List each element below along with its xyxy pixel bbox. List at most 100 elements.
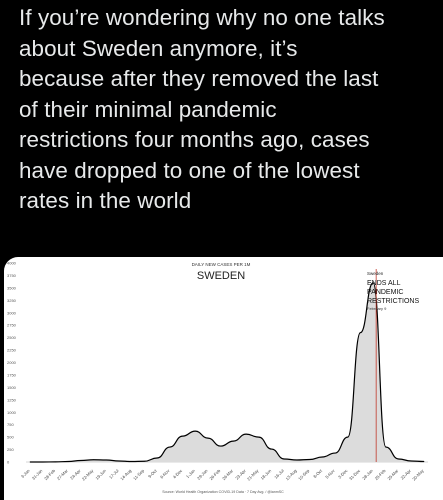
x-tick-label: 26-Mar bbox=[221, 468, 234, 481]
tweet-text-line: about Sweden anymore, it’s bbox=[19, 35, 298, 61]
data-point bbox=[105, 459, 107, 461]
data-point bbox=[271, 448, 272, 450]
annotation-date: February 9 bbox=[367, 306, 387, 311]
data-point bbox=[283, 458, 285, 460]
annotation-line-3: RESTRICTIONS bbox=[367, 298, 419, 305]
x-tick-label: 25-Feb bbox=[374, 468, 387, 481]
y-tick-label: 1750 bbox=[7, 372, 17, 377]
data-point bbox=[296, 459, 298, 461]
chart-source: Source: World Health Organization COVID-… bbox=[162, 490, 284, 494]
tweet-text-line: restrictions four months ago, cases bbox=[19, 127, 370, 152]
tweet-media-image[interactable]: DAILY NEW CASES PER 1M SWEDEN 0 250 500 750… bbox=[4, 257, 443, 500]
data-point bbox=[232, 440, 234, 442]
x-tick-label: 20-May bbox=[411, 468, 425, 482]
x-tick-label: 31-Jan bbox=[31, 468, 44, 481]
y-tick-label: 4000 bbox=[7, 261, 17, 266]
series-area bbox=[30, 282, 424, 462]
tweet-text-line: of their minimal pandemic bbox=[19, 96, 277, 122]
data-point bbox=[385, 446, 387, 448]
data-point bbox=[321, 456, 323, 458]
data-point bbox=[207, 437, 209, 439]
x-tick-label: 17-Jul bbox=[108, 468, 120, 480]
y-tick-label: 3250 bbox=[7, 298, 17, 303]
x-tick-label: 19-Jun bbox=[94, 468, 107, 481]
data-point bbox=[118, 460, 120, 462]
tweet-text-line: rates in the world bbox=[19, 188, 192, 213]
x-tick-label: 29-Jan bbox=[196, 468, 209, 481]
data-point bbox=[169, 446, 171, 448]
data-point bbox=[29, 461, 31, 463]
x-tick-label: 18-Jun bbox=[260, 468, 273, 481]
annotation-line-1: ENDS ALL bbox=[367, 280, 401, 287]
plot-area bbox=[26, 282, 428, 463]
x-tick-label: 28-Jan bbox=[361, 468, 374, 481]
y-tick-label: 500 bbox=[7, 435, 14, 440]
tweet-text-line: have dropped to one of the lowest bbox=[19, 157, 360, 183]
x-tick-label: 31-Dec bbox=[348, 468, 361, 481]
y-tick-label: 2750 bbox=[7, 323, 17, 328]
data-point bbox=[347, 436, 349, 438]
x-tick-label: 10-Sep bbox=[297, 468, 311, 482]
tweet-text-line: because after they removed the last bbox=[19, 66, 379, 91]
data-point bbox=[143, 460, 145, 462]
x-tick-label: 22-May bbox=[81, 468, 95, 482]
y-axis: 0 250 500 750 1000 1250 1500 1750 2000 2250 2500 27… bbox=[7, 261, 17, 465]
data-point bbox=[360, 332, 361, 334]
tweet-text: If you’re wondering why no one talks abo… bbox=[19, 3, 434, 217]
annotation-line-2: PANDEMIC bbox=[367, 289, 403, 296]
x-tick-label: 28-Feb bbox=[43, 468, 56, 481]
x-tick-label: 27-Mar bbox=[56, 468, 69, 481]
data-point bbox=[42, 461, 44, 463]
y-tick-label: 3000 bbox=[7, 310, 17, 315]
data-point bbox=[423, 461, 425, 462]
x-tick-label: 8-Oct bbox=[312, 468, 323, 479]
data-point bbox=[334, 452, 336, 454]
x-tick-label: 25-Mar bbox=[386, 468, 399, 481]
data-point bbox=[182, 435, 183, 437]
y-tick-label: 0 bbox=[7, 460, 10, 465]
data-point bbox=[372, 282, 374, 284]
y-tick-label: 2250 bbox=[7, 348, 17, 353]
data-point bbox=[245, 433, 247, 435]
annotation-small: Sweden bbox=[367, 271, 384, 276]
x-tick-label: 11-Sep bbox=[132, 468, 145, 481]
x-tick-label: 24-Apr bbox=[69, 468, 82, 481]
cases-chart: DAILY NEW CASES PER 1M SWEDEN 0 250 500 750… bbox=[7, 261, 428, 494]
data-point bbox=[309, 459, 311, 460]
x-tick-label: 3-Dec bbox=[337, 468, 348, 479]
data-point bbox=[131, 461, 133, 462]
y-tick-label: 1000 bbox=[7, 410, 17, 415]
chart-subtitle: DAILY NEW CASES PER 1M bbox=[192, 262, 251, 267]
x-axis: 3-Jan 31-Jan 28-Feb 27-Mar 24-Apr 22-May 19-Ju… bbox=[20, 468, 426, 482]
data-point bbox=[194, 430, 196, 432]
x-tick-label: 3-Jan bbox=[20, 468, 31, 479]
data-point bbox=[220, 445, 222, 447]
tweet-text-line: If you’re wondering why no one talks bbox=[19, 5, 385, 30]
data-point bbox=[67, 461, 69, 462]
chart-title: SWEDEN bbox=[197, 270, 245, 282]
y-tick-label: 3750 bbox=[7, 273, 17, 278]
data-point bbox=[398, 458, 399, 460]
x-tick-label: 23-Apr bbox=[234, 468, 247, 481]
x-tick-label: 4-Dec bbox=[172, 468, 183, 479]
x-tick-label: 16-Jul bbox=[273, 468, 285, 480]
x-tick-label: 22-Apr bbox=[400, 468, 413, 481]
x-tick-label: 5-Nov bbox=[324, 468, 336, 480]
y-tick-label: 2000 bbox=[7, 360, 17, 365]
y-tick-label: 1250 bbox=[7, 397, 17, 402]
x-tick-label: 21-May bbox=[246, 468, 260, 482]
y-tick-label: 3500 bbox=[7, 285, 17, 290]
data-point bbox=[55, 461, 56, 463]
x-tick-label: 13-Aug bbox=[285, 468, 299, 482]
data-point bbox=[410, 460, 412, 462]
x-tick-label: 6-Nov bbox=[159, 468, 171, 480]
x-tick-label: 14-Aug bbox=[119, 468, 133, 482]
data-point bbox=[258, 436, 260, 438]
x-tick-label: 9-Oct bbox=[147, 468, 158, 479]
y-tick-label: 2500 bbox=[7, 335, 17, 340]
annotation: Sweden ENDS ALL PANDEMIC RESTRICTIONS Fe… bbox=[367, 269, 419, 462]
x-tick-label: 1-Jan bbox=[185, 468, 196, 479]
data-point bbox=[156, 457, 158, 459]
data-point bbox=[93, 459, 94, 461]
x-tick-label: 26-Feb bbox=[208, 468, 221, 481]
